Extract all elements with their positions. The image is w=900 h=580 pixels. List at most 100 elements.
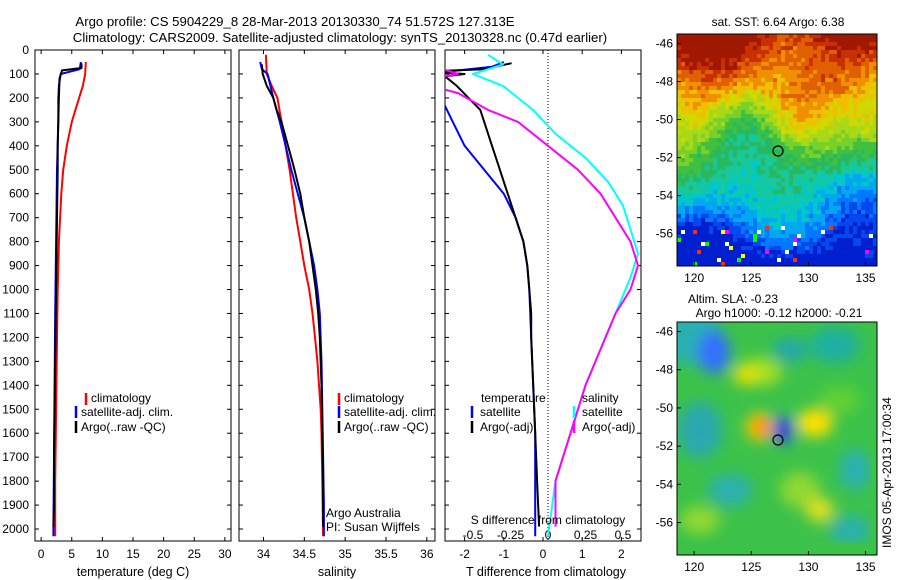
sst-cell (677, 158, 681, 162)
map-lat-label: -46 (656, 37, 674, 51)
sst-cell (869, 98, 873, 102)
sst-cell (765, 210, 769, 214)
sst-cell (765, 54, 769, 58)
sst-cell (709, 130, 713, 134)
sst-cell (725, 46, 729, 50)
sst-cell (709, 178, 713, 182)
sst-cell (849, 106, 853, 110)
sst-cell (833, 154, 837, 158)
sst-cell (701, 166, 705, 170)
sst-cell (717, 230, 721, 234)
sst-cell (705, 162, 709, 166)
sst-cell (781, 134, 785, 138)
sst-cell (781, 114, 785, 118)
sst-cell (865, 222, 869, 226)
map-lat-label: -48 (656, 363, 674, 377)
sst-cell (861, 158, 865, 162)
sst-cell (701, 122, 705, 126)
sst-cell (805, 58, 809, 62)
sst-cell (857, 194, 861, 198)
sst-cell (733, 98, 737, 102)
sst-cell (737, 258, 741, 262)
sst-cell (837, 146, 841, 150)
sst-cell (801, 90, 805, 94)
sst-cell (869, 106, 873, 110)
sst-cell (761, 150, 765, 154)
sst-cell (829, 190, 833, 194)
sst-cell (737, 70, 741, 74)
sst-cell (801, 134, 805, 138)
sst-cell (749, 210, 753, 214)
sst-cell (709, 246, 713, 250)
sst-cell (817, 258, 821, 262)
sst-cell (821, 254, 825, 258)
sst-cell (829, 42, 833, 46)
sst-cell (865, 182, 869, 186)
sst-cell (701, 214, 705, 218)
sst-cell (765, 182, 769, 186)
sst-cell (697, 262, 701, 266)
sst-cell (857, 46, 861, 50)
x-tick-label: 35 (338, 547, 352, 561)
sst-cell (689, 162, 693, 166)
sst-cell (845, 66, 849, 70)
sst-cell (853, 202, 857, 206)
sst-cell (869, 214, 873, 218)
sst-cell (693, 162, 697, 166)
sst-cell (861, 78, 865, 82)
sst-cell (789, 170, 793, 174)
sst-cell (869, 258, 873, 262)
sst-cell (821, 178, 825, 182)
sst-cell (825, 34, 829, 38)
sst-cell (857, 258, 861, 262)
sst-cell (725, 142, 729, 146)
sst-cell (869, 246, 873, 250)
sst-cell (861, 246, 865, 250)
x-tick-label: 2 (618, 547, 625, 561)
sst-cell (789, 106, 793, 110)
sst-cell (785, 198, 789, 202)
sst-cell (833, 246, 837, 250)
sst-cell (689, 130, 693, 134)
sst-cell (749, 126, 753, 130)
s-diff-tick-label: -0.25 (497, 528, 525, 542)
sst-cell (721, 254, 725, 258)
sst-cell (701, 110, 705, 114)
sst-cell (813, 250, 817, 254)
sst-cell (741, 66, 745, 70)
sst-cell (737, 250, 741, 254)
sst-cell (793, 250, 797, 254)
sst-cell (785, 62, 789, 66)
sst-cell (765, 226, 769, 230)
sst-cell (745, 234, 749, 238)
sst-cell (777, 242, 781, 246)
sst-cell (705, 178, 709, 182)
sst-cell (729, 58, 733, 62)
sst-cell (733, 250, 737, 254)
sst-cell (717, 46, 721, 50)
sst-cell (761, 250, 765, 254)
s-diff-tick-label: -0.5 (463, 528, 484, 542)
sst-cell (709, 222, 713, 226)
salinity-lines (259, 54, 325, 537)
sst-cell (821, 246, 825, 250)
sst-cell (865, 206, 869, 210)
sst-cell (817, 174, 821, 178)
sst-cell (833, 62, 837, 66)
sst-cell (689, 142, 693, 146)
sst-cell (873, 86, 877, 90)
sst-cell (765, 74, 769, 78)
sst-cell (853, 198, 857, 202)
sst-cell (861, 42, 865, 46)
sst-cell (749, 234, 753, 238)
sst-cell (873, 54, 877, 58)
sst-cell (689, 154, 693, 158)
sst-cell (757, 82, 761, 86)
x-tick-label: 36 (420, 547, 434, 561)
sst-cell (785, 114, 789, 118)
sst-cell (741, 186, 745, 190)
sst-cell (709, 210, 713, 214)
series-line-salinity-satellite (472, 53, 639, 537)
sst-cell (813, 222, 817, 226)
sst-cell (757, 198, 761, 202)
